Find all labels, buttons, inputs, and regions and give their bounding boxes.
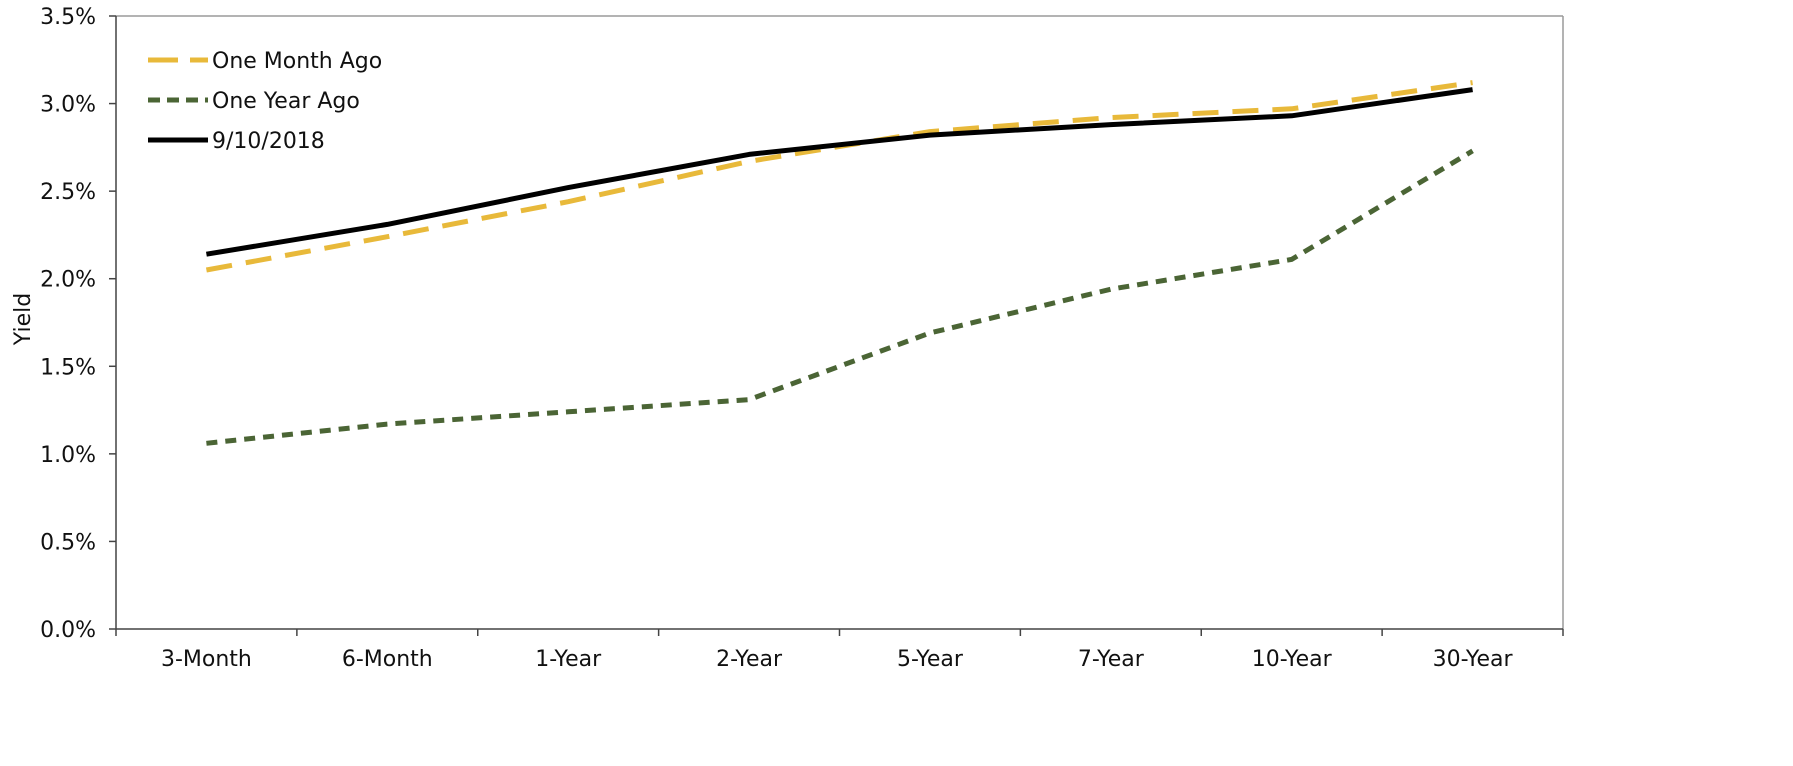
legend-label: One Month Ago bbox=[212, 49, 382, 74]
y-tick-label: 0.5% bbox=[40, 530, 96, 555]
series-line-9-10-2018 bbox=[205, 87, 1473, 257]
x-tick-label: 6-Month bbox=[342, 647, 433, 672]
series-lines bbox=[205, 80, 1474, 446]
x-tick-label: 10-Year bbox=[1252, 647, 1333, 672]
y-axis-label: Yield bbox=[11, 293, 36, 346]
x-tick-label: 1-Year bbox=[535, 647, 602, 672]
y-tick-label: 3.0% bbox=[40, 93, 96, 118]
y-tick-label: 3.5% bbox=[40, 5, 96, 30]
x-tick-label: 3-Month bbox=[161, 647, 252, 672]
y-tick-label: 0.0% bbox=[40, 618, 96, 643]
series-line-one-month-ago bbox=[205, 80, 1473, 273]
series-line-one-year-ago bbox=[206, 148, 1474, 446]
legend-label: One Year Ago bbox=[212, 89, 360, 114]
y-tick-label: 1.0% bbox=[40, 443, 96, 468]
y-tick-label: 2.0% bbox=[40, 268, 96, 293]
x-tick-label: 2-Year bbox=[716, 647, 783, 672]
x-axis-ticks: 3-Month 6-Month 1-Year 2-Year 5-Year 7-Year 10… bbox=[115, 629, 1564, 672]
y-tick-label: 2.5% bbox=[40, 180, 96, 205]
y-axis-ticks: 0.0% 0.5% 1.0% 1.5% 2.0% 2.5% 3.0% 3.5% bbox=[40, 5, 116, 643]
y-tick-label: 1.5% bbox=[40, 355, 96, 380]
x-tick-label: 7-Year bbox=[1078, 647, 1145, 672]
legend: One Month Ago One Year Ago 9/10/2018 bbox=[148, 49, 382, 154]
x-tick-label: 5-Year bbox=[897, 647, 964, 672]
legend-label: 9/10/2018 bbox=[212, 129, 325, 154]
x-tick-label: 30-Year bbox=[1433, 647, 1514, 672]
